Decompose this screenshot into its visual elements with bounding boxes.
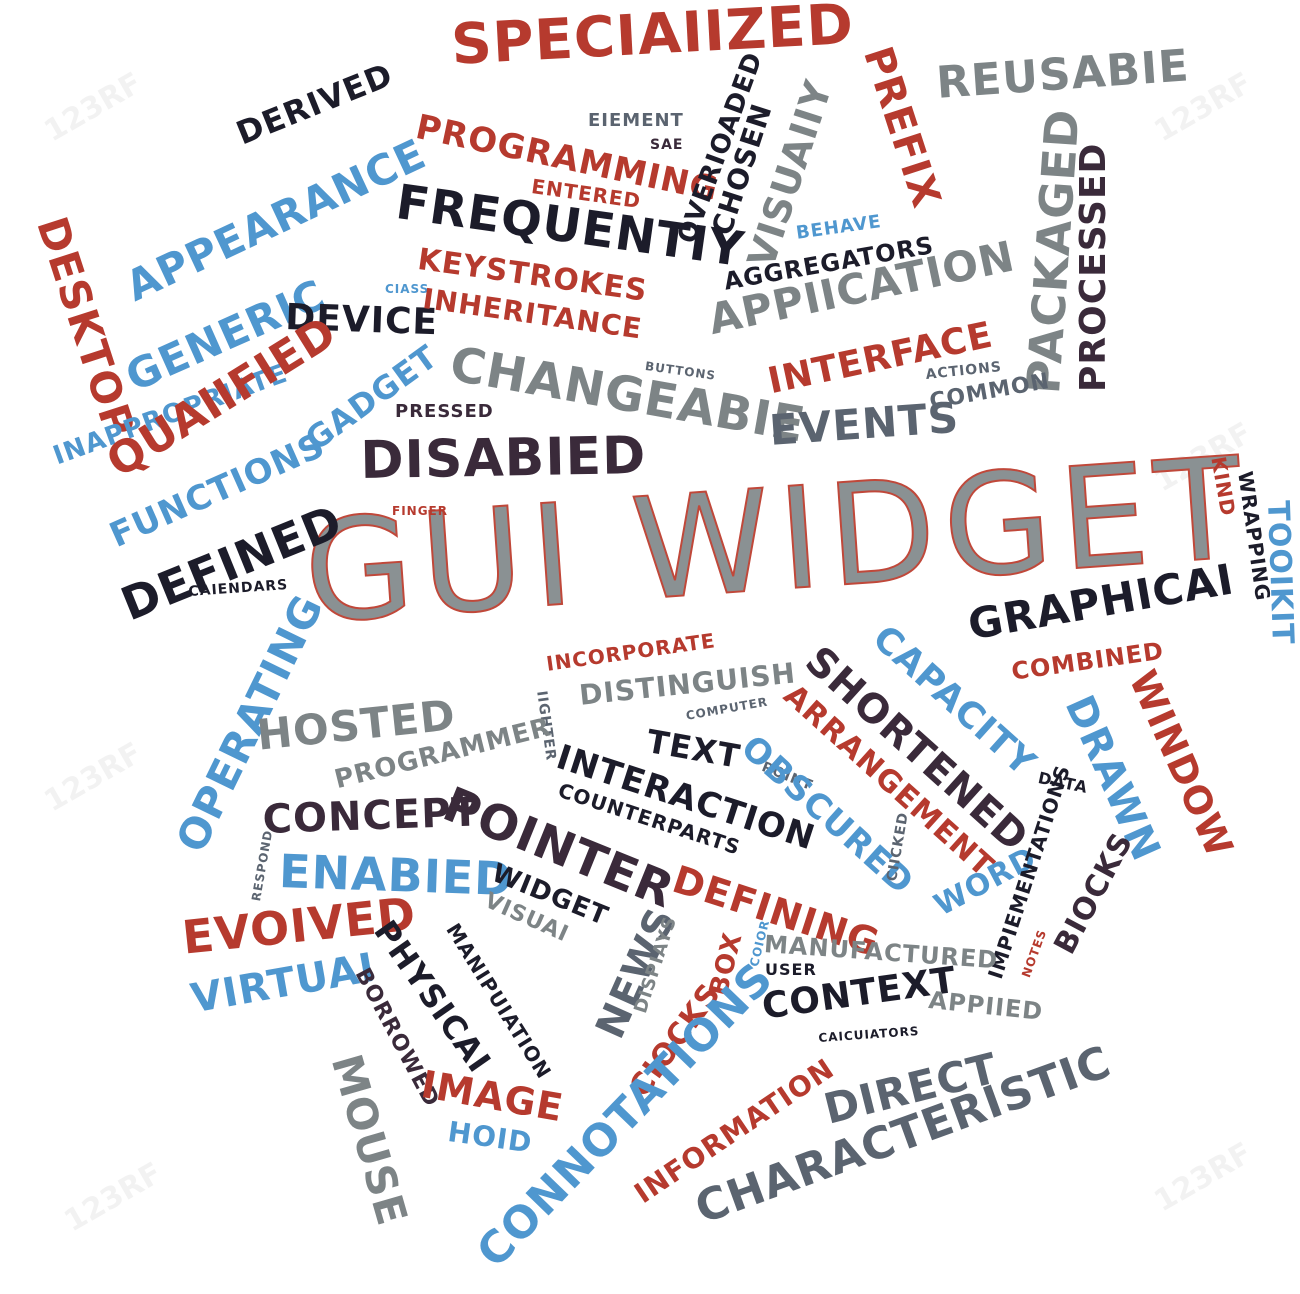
word-respond: RESPOND	[249, 828, 276, 903]
word-desktop: DESKTOP	[27, 210, 145, 444]
word-concept: CONCEPT	[261, 789, 481, 843]
word-finger: FINGER	[392, 504, 448, 518]
word-toolkit: TOOIKIT	[1260, 499, 1300, 646]
word-applied: APPIIED	[927, 986, 1045, 1026]
word-pressed: PRESSED	[395, 401, 494, 422]
word-text: TEXT	[643, 722, 744, 776]
word-calculators: CAICUIATORS	[817, 1023, 920, 1045]
word-derived: DERIVED	[230, 55, 399, 153]
word-element: EIEMENT	[588, 110, 684, 131]
word-class: CIASS	[385, 282, 430, 296]
word-reusable: REUSABIE	[934, 40, 1192, 109]
word-disabled: DISABIED	[359, 426, 647, 491]
word-hold: HOID	[445, 1115, 535, 1160]
word-blocks: BIOCKS	[1047, 826, 1141, 961]
word-sae: SAE	[650, 137, 684, 153]
word-behave: BEHAVE	[794, 211, 883, 244]
word-processed: PROCESSED	[1073, 142, 1114, 392]
word-notes: NOTES	[1019, 927, 1050, 980]
word-user: USER	[765, 960, 817, 979]
word-prefix: PREFIX	[854, 41, 950, 214]
word-mouse: MOUSE	[321, 1048, 418, 1232]
word-specialized: SPECIAIIZED	[449, 0, 856, 78]
